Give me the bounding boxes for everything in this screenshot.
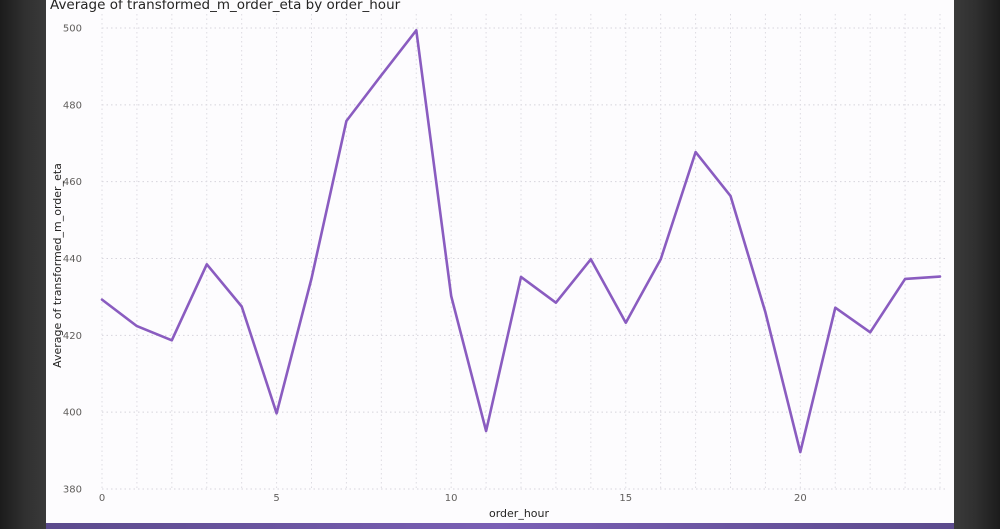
data-point[interactable]	[656, 254, 666, 264]
vertical-gridlines	[101, 14, 941, 489]
data-point[interactable]	[516, 272, 526, 282]
x-axis-ticks: 0 5 10 15 20	[99, 493, 807, 504]
chart-title: Average of transformed_m_order_eta by or…	[50, 0, 401, 13]
data-point[interactable]	[272, 408, 282, 418]
data-point[interactable]	[830, 303, 840, 313]
data-point[interactable]	[376, 70, 386, 80]
y-tick-label: 400	[63, 408, 82, 419]
horizontal-gridlines	[102, 27, 948, 490]
x-tick-label: 5	[273, 493, 279, 504]
x-tick-label: 15	[619, 493, 632, 504]
y-tick-label: 480	[63, 100, 82, 111]
data-point[interactable]	[237, 302, 247, 312]
data-point[interactable]	[551, 298, 561, 308]
data-point[interactable]	[865, 327, 875, 337]
data-point[interactable]	[760, 307, 770, 317]
data-point[interactable]	[691, 147, 701, 157]
data-point[interactable]	[586, 254, 596, 264]
data-point[interactable]	[795, 447, 805, 457]
x-tick-label: 10	[445, 493, 458, 504]
y-tick-label: 440	[63, 254, 82, 265]
y-tick-label: 460	[63, 177, 82, 188]
x-axis-title: order_hour	[489, 507, 550, 520]
data-point[interactable]	[202, 259, 212, 269]
y-tick-label: 420	[63, 331, 82, 342]
series-line-0[interactable]	[100, 28, 942, 454]
x-tick-label: 20	[794, 493, 807, 504]
series-layer	[97, 25, 945, 457]
data-point[interactable]	[726, 191, 736, 201]
data-point[interactable]	[341, 116, 351, 126]
data-point[interactable]	[97, 295, 107, 305]
y-tick-label: 380	[63, 485, 82, 496]
y-axis-title: Average of transformed_m_order_eta	[51, 163, 64, 368]
y-axis-ticks: 380 400 420 440 460 480 500	[63, 24, 82, 496]
data-point[interactable]	[900, 274, 910, 284]
x-tick-label: 0	[99, 493, 105, 504]
data-point[interactable]	[167, 335, 177, 345]
data-point[interactable]	[935, 272, 945, 282]
y-tick-label: 500	[63, 24, 82, 35]
data-point[interactable]	[481, 426, 491, 436]
data-point[interactable]	[132, 321, 142, 331]
data-point[interactable]	[446, 291, 456, 301]
data-point[interactable]	[307, 273, 317, 283]
data-point[interactable]	[621, 318, 631, 328]
data-point[interactable]	[411, 25, 421, 35]
panel-accent-bar	[46, 523, 954, 529]
